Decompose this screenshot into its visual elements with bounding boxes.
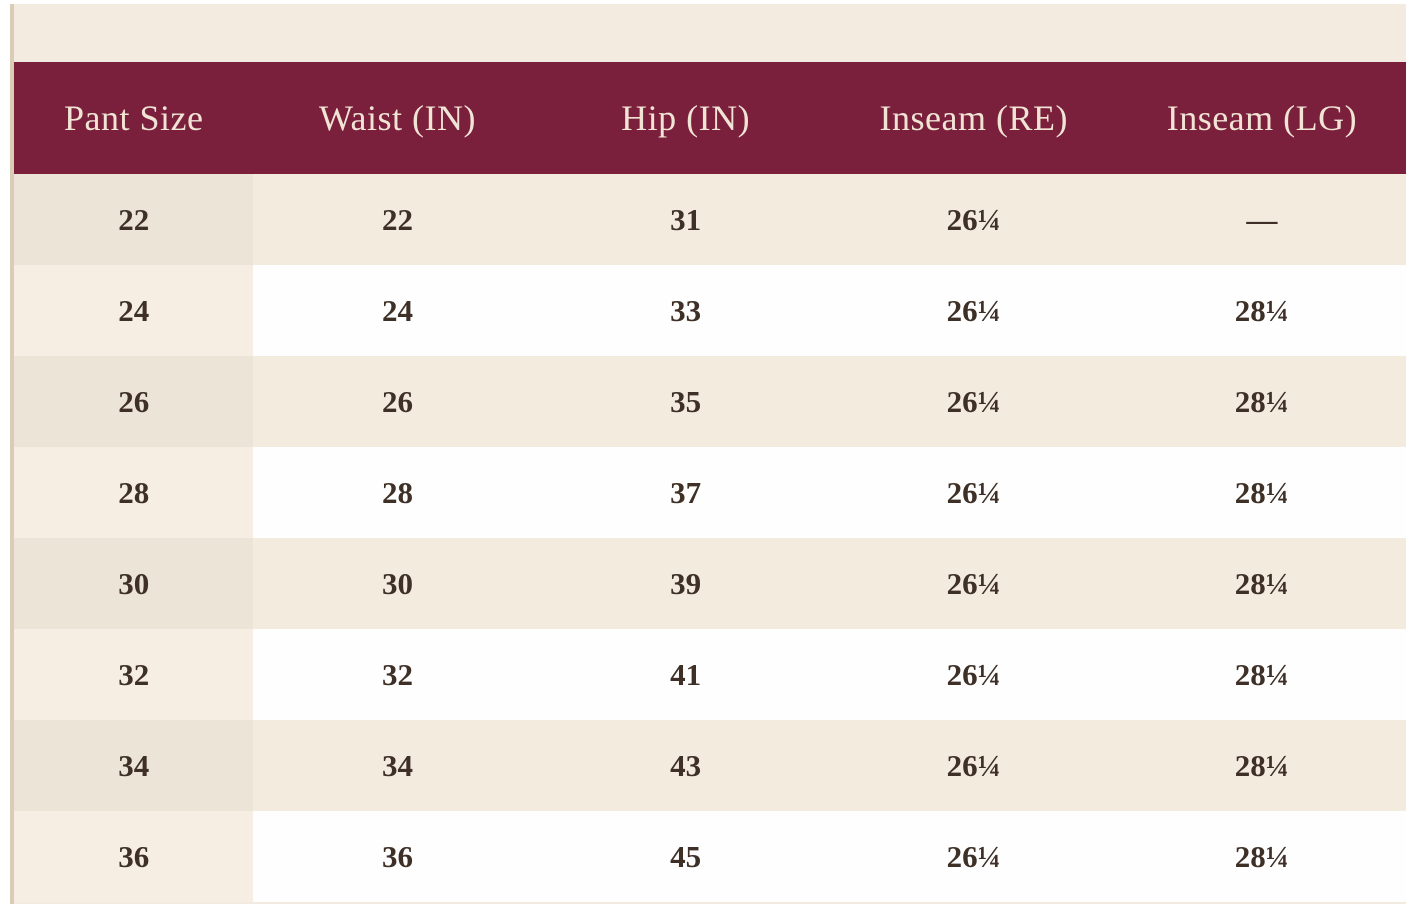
cell-inseam-lg: 28¼ xyxy=(1117,811,1406,902)
cell-pant-size: 24 xyxy=(14,265,254,356)
column-header-inseam-lg: Inseam (LG) xyxy=(1117,62,1406,174)
cell-inseam-lg: — xyxy=(1117,174,1406,265)
cell-waist: 22 xyxy=(253,174,542,265)
cell-inseam-re: 26¼ xyxy=(829,811,1118,902)
cell-waist: 30 xyxy=(253,538,542,629)
cell-inseam-lg: 28¼ xyxy=(1117,265,1406,356)
cell-inseam-lg: 28¼ xyxy=(1117,538,1406,629)
cell-hip: 41 xyxy=(541,629,830,720)
table-row: 36 36 45 26¼ 28¼ xyxy=(14,811,1406,902)
cell-inseam-re: 26¼ xyxy=(829,265,1118,356)
cell-pant-size: 22 xyxy=(14,174,254,265)
cell-pant-size: 26 xyxy=(14,356,254,447)
cell-hip: 39 xyxy=(541,538,830,629)
table-row: 30 30 39 26¼ 28¼ xyxy=(14,538,1406,629)
column-header-pant-size: Pant Size xyxy=(14,62,254,174)
cell-inseam-re: 26¼ xyxy=(829,720,1118,811)
column-header-inseam-re: Inseam (RE) xyxy=(829,62,1118,174)
cell-pant-size: 36 xyxy=(14,811,254,902)
cell-inseam-lg: 28¼ xyxy=(1117,629,1406,720)
cell-inseam-re: 26¼ xyxy=(829,538,1118,629)
cell-waist: 28 xyxy=(253,447,542,538)
cell-inseam-lg: 28¼ xyxy=(1117,720,1406,811)
header-row: Pant Size Waist (IN) Hip (IN) Inseam (RE… xyxy=(14,62,1406,174)
cell-pant-size: 32 xyxy=(14,629,254,720)
cell-waist: 32 xyxy=(253,629,542,720)
table-row: 24 24 33 26¼ 28¼ xyxy=(14,265,1406,356)
pant-size-chart-table: Pant Size Waist (IN) Hip (IN) Inseam (RE… xyxy=(14,62,1406,902)
table-row: 34 34 43 26¼ 28¼ xyxy=(14,720,1406,811)
size-chart-panel: Pant Size Waist (IN) Hip (IN) Inseam (RE… xyxy=(10,4,1406,904)
cell-waist: 26 xyxy=(253,356,542,447)
cell-hip: 35 xyxy=(541,356,830,447)
cell-waist: 24 xyxy=(253,265,542,356)
cell-inseam-re: 26¼ xyxy=(829,356,1118,447)
size-chart-table-container: Pant Size Waist (IN) Hip (IN) Inseam (RE… xyxy=(14,62,1406,902)
cell-pant-size: 34 xyxy=(14,720,254,811)
cell-inseam-re: 26¼ xyxy=(829,447,1118,538)
table-row: 22 22 31 26¼ — xyxy=(14,174,1406,265)
cell-hip: 31 xyxy=(541,174,830,265)
cell-hip: 33 xyxy=(541,265,830,356)
table-header: Pant Size Waist (IN) Hip (IN) Inseam (RE… xyxy=(14,62,1406,174)
column-header-waist-in: Waist (IN) xyxy=(253,62,542,174)
cell-inseam-lg: 28¼ xyxy=(1117,447,1406,538)
column-header-hip-in: Hip (IN) xyxy=(541,62,830,174)
cell-pant-size: 30 xyxy=(14,538,254,629)
cell-waist: 34 xyxy=(253,720,542,811)
table-body: 22 22 31 26¼ — 24 24 33 26¼ 28¼ 26 26 35 xyxy=(14,174,1406,902)
cell-hip: 37 xyxy=(541,447,830,538)
table-row: 32 32 41 26¼ 28¼ xyxy=(14,629,1406,720)
cell-hip: 45 xyxy=(541,811,830,902)
cell-hip: 43 xyxy=(541,720,830,811)
table-row: 28 28 37 26¼ 28¼ xyxy=(14,447,1406,538)
table-row: 26 26 35 26¼ 28¼ xyxy=(14,356,1406,447)
cell-pant-size: 28 xyxy=(14,447,254,538)
cell-inseam-re: 26¼ xyxy=(829,629,1118,720)
cell-inseam-lg: 28¼ xyxy=(1117,356,1406,447)
cell-waist: 36 xyxy=(253,811,542,902)
cell-inseam-re: 26¼ xyxy=(829,174,1118,265)
